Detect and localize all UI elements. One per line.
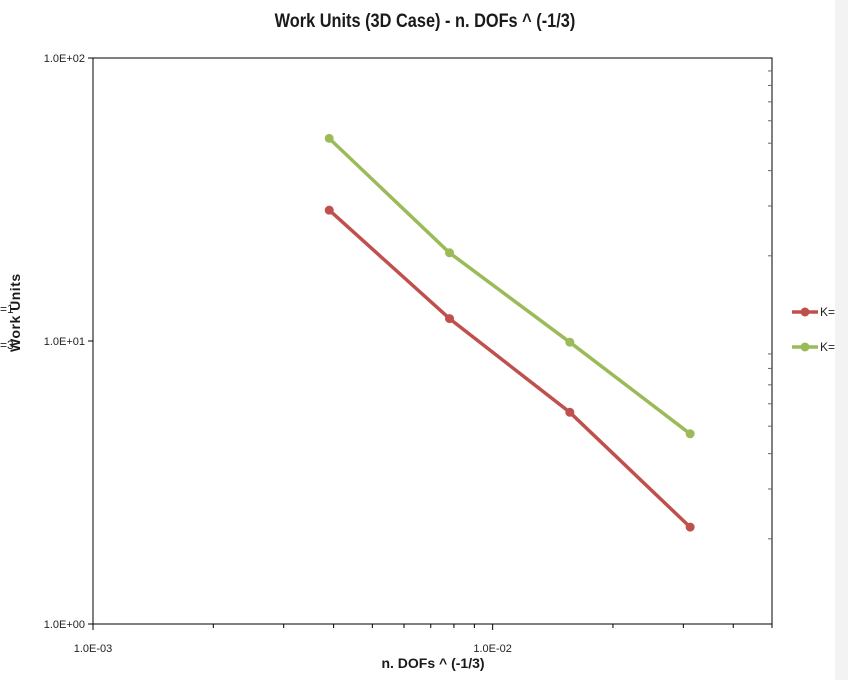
series-line-K=3	[327, 136, 692, 436]
y-tick-label: 1.0E+02	[44, 53, 85, 65]
legend-marker-K=3	[800, 342, 810, 352]
y-tick-label: 1.0E+01	[44, 336, 85, 348]
data-point-K=3	[565, 337, 575, 347]
data-point-K=3	[324, 133, 334, 143]
data-point-K=1	[445, 314, 455, 324]
data-point-K=1	[565, 407, 575, 417]
x-axis-title-text: n. DOFs ^ (-1/3)	[381, 655, 485, 671]
data-point-K=1	[685, 522, 695, 532]
chart-title: Work Units (3D Case) - n. DOFs ^ (-1/3)	[274, 11, 576, 32]
x-axis-title: n. DOFs ^ (-1/3)	[0, 655, 848, 671]
clipped-legend-text-1: =1	[0, 302, 14, 316]
data-point-K=3	[685, 429, 695, 439]
window-edge-strip	[835, 0, 848, 680]
x-tick-label: 1.0E-03	[74, 643, 113, 655]
x-tick-label: 1.0E-02	[473, 643, 512, 655]
plot-area	[92, 57, 773, 625]
data-point-K=3	[445, 248, 455, 258]
axis-layer: 1.0E+00 1.0E+01 1.0E+02 1.0E-03 1.0E-02	[44, 53, 773, 655]
data-point-K=1	[324, 205, 334, 215]
legend-marker-K=1	[800, 307, 810, 317]
series-line-K=1	[327, 208, 692, 529]
clipped-legend-text-2: =3	[0, 338, 14, 352]
series-layer	[324, 133, 695, 532]
y-tick-label: 1.0E+00	[44, 619, 85, 631]
